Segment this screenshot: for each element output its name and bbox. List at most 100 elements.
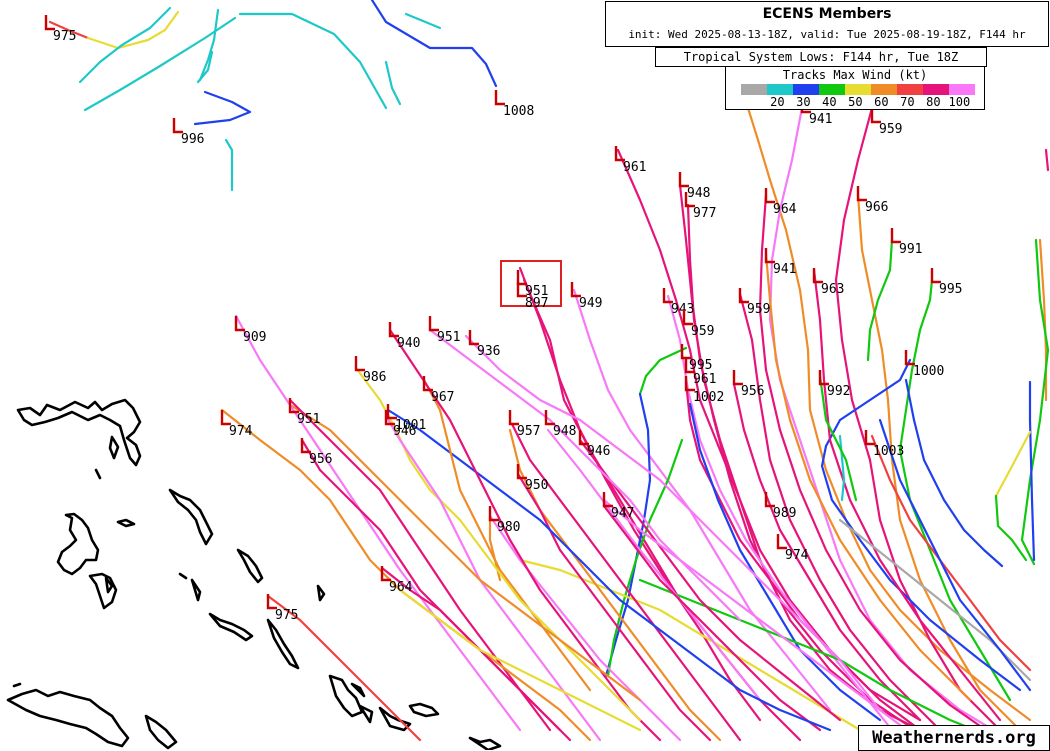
track-line — [856, 193, 1022, 732]
track-line — [904, 378, 1004, 568]
track-line — [878, 418, 1032, 692]
track-line — [866, 238, 894, 362]
low-pressure-label: 959 — [747, 302, 770, 317]
track-line — [602, 498, 882, 712]
track-line — [388, 328, 662, 742]
track-line — [386, 408, 832, 732]
low-pressure-label: 967 — [431, 390, 454, 405]
low-marker-icon — [388, 322, 399, 338]
track-line — [732, 382, 922, 722]
track-line — [78, 6, 172, 84]
low-marker-icon — [234, 316, 245, 332]
track-line — [510, 422, 742, 742]
legend-tick-label: 70 — [900, 95, 915, 109]
track-line — [572, 288, 832, 712]
low-pressure-label: 947 — [611, 506, 634, 521]
low-marker-icon — [488, 506, 499, 522]
low-marker-icon — [680, 344, 691, 360]
low-pressure-label: 959 — [691, 324, 714, 339]
low-marker-icon — [684, 358, 695, 374]
low-marker-icon — [776, 534, 787, 550]
low-pressure-label: 948 — [687, 186, 710, 201]
track-line — [224, 138, 234, 192]
legend-title: Tracks Max Wind (kt) — [782, 68, 928, 82]
low-pressure-label: 974 — [229, 424, 253, 439]
low-pressure-label: 943 — [671, 302, 694, 317]
low-marker-icon — [380, 566, 391, 582]
track-line — [764, 252, 972, 702]
low-pressure-label: 956 — [309, 452, 332, 467]
legend-color-swatch — [793, 84, 819, 95]
track-line — [604, 392, 652, 678]
low-marker-icon — [930, 268, 941, 284]
map-title: ECENS Members — [762, 6, 892, 22]
legend-color-swatch — [767, 84, 793, 95]
low-pressure-label: 1008 — [503, 104, 534, 119]
track-line — [464, 334, 922, 742]
low-pressure-label: 989 — [773, 506, 796, 521]
low-marker-icon — [544, 410, 555, 426]
track-line — [508, 428, 722, 742]
low-pressure-label: 948 — [553, 424, 576, 439]
low-marker-icon — [288, 398, 299, 414]
low-marker-icon — [428, 316, 439, 332]
track-line — [738, 292, 942, 732]
track-line — [290, 404, 642, 702]
track-line — [638, 578, 1002, 742]
track-line — [384, 60, 402, 106]
low-marker-icon — [818, 370, 829, 386]
legend-labels: 20 30 40 50 60 70 80 100 — [726, 95, 984, 109]
track-line — [422, 378, 592, 692]
track-line — [758, 193, 1002, 742]
low-marker-icon — [422, 376, 433, 392]
legend-color-swatch — [845, 84, 871, 95]
low-marker-icon — [684, 192, 695, 208]
ensemble-tracks — [48, 0, 1050, 742]
low-marker-icon — [890, 228, 901, 244]
low-marker-icon — [354, 356, 365, 372]
track-line — [266, 594, 422, 742]
track-line — [398, 588, 642, 732]
low-marker-icon — [812, 268, 823, 284]
track-line — [666, 294, 902, 742]
track-line — [428, 328, 742, 622]
legend-tick-label: 80 — [926, 95, 941, 109]
legend-tick-label: 30 — [796, 95, 811, 109]
track-line — [198, 8, 220, 82]
low-pressure-label: 951 — [525, 284, 548, 299]
track-line — [384, 414, 602, 742]
track-line — [86, 10, 180, 50]
low-pressure-label: 961 — [623, 160, 646, 175]
low-marker-icon — [570, 282, 581, 298]
track-line — [238, 12, 388, 110]
track-line — [578, 438, 842, 722]
title-panel: ECENS Members init: Wed 2025-08-13-18Z, … — [605, 1, 1049, 47]
highlight-box — [500, 260, 562, 307]
legend-color-swatch — [741, 84, 767, 95]
low-pressure-label: 961 — [693, 372, 716, 387]
low-marker-icon — [300, 438, 311, 454]
low-pressure-label: 991 — [899, 242, 922, 257]
track-line — [684, 380, 922, 732]
low-pressure-label: 946 — [587, 444, 610, 459]
track-line — [1020, 238, 1050, 566]
track-line — [488, 514, 502, 582]
wind-legend: Tracks Max Wind (kt) 20 30 40 50 60 70 80 100 — [725, 66, 985, 110]
low-marker-icon — [678, 172, 689, 188]
low-marker-icon — [516, 282, 527, 298]
track-line — [354, 366, 642, 722]
low-marker-icon — [662, 288, 673, 304]
low-pressure-label: 986 — [363, 370, 386, 385]
track-line — [288, 398, 552, 732]
low-marker-icon — [764, 188, 775, 204]
track-line — [812, 268, 1002, 722]
track-line — [518, 266, 762, 722]
low-pressure-label: 974 — [785, 548, 809, 563]
track-line — [820, 358, 1022, 692]
legend-tick-label: 60 — [874, 95, 889, 109]
track-line — [404, 12, 442, 30]
track-line — [638, 346, 688, 396]
low-pressure-label: 957 — [517, 424, 540, 439]
low-marker-icon — [508, 410, 519, 426]
